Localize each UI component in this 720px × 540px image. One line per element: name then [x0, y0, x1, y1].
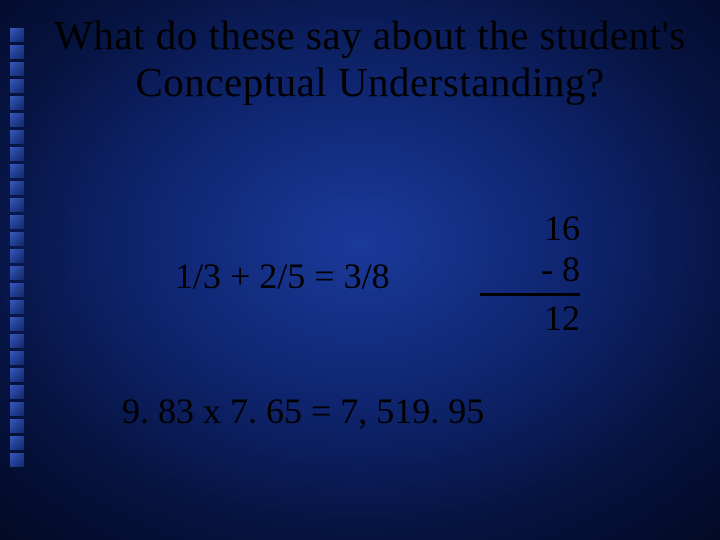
- bullet-square: [10, 402, 24, 416]
- subtraction-result: 12: [490, 298, 580, 339]
- bullet-square: [10, 368, 24, 382]
- bullet-square: [10, 300, 24, 314]
- bullet-square: [10, 317, 24, 331]
- bullet-square: [10, 28, 24, 42]
- bullet-square: [10, 62, 24, 76]
- fraction-equation: 1/3 + 2/5 = 3/8: [175, 255, 390, 297]
- bullet-square: [10, 198, 24, 212]
- bullet-square: [10, 45, 24, 59]
- bullet-square: [10, 130, 24, 144]
- bullet-strip: [10, 28, 26, 467]
- multiplication-equation: 9. 83 x 7. 65 = 7, 519. 95: [122, 390, 484, 432]
- bullet-square: [10, 453, 24, 467]
- bullet-square: [10, 436, 24, 450]
- bullet-square: [10, 351, 24, 365]
- bullet-square: [10, 181, 24, 195]
- bullet-square: [10, 249, 24, 263]
- bullet-square: [10, 283, 24, 297]
- bullet-square: [10, 113, 24, 127]
- subtraction-top: 16: [490, 208, 580, 249]
- subtraction-block: 16 - 8 12: [490, 208, 580, 339]
- bullet-square: [10, 419, 24, 433]
- bullet-square: [10, 232, 24, 246]
- bullet-square: [10, 385, 24, 399]
- bullet-square: [10, 147, 24, 161]
- bullet-square: [10, 79, 24, 93]
- bullet-square: [10, 164, 24, 178]
- bullet-square: [10, 96, 24, 110]
- subtraction-minus: - 8: [490, 249, 580, 290]
- bullet-square: [10, 266, 24, 280]
- subtraction-rule: [480, 293, 580, 296]
- bullet-square: [10, 334, 24, 348]
- bullet-square: [10, 215, 24, 229]
- slide-title: What do these say about the student's Co…: [30, 12, 710, 106]
